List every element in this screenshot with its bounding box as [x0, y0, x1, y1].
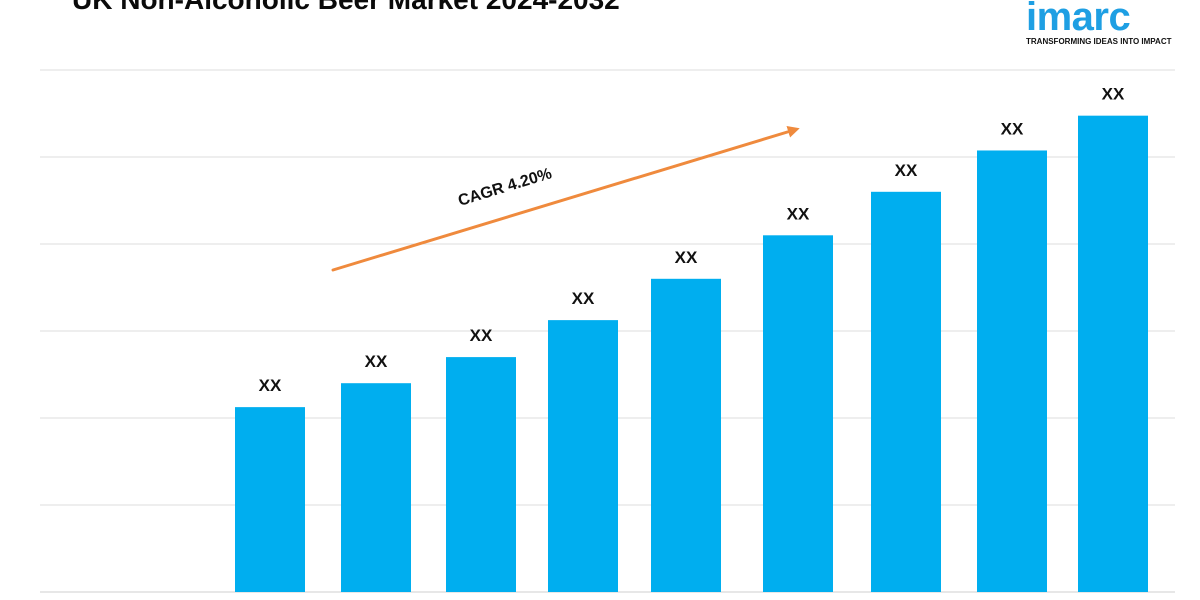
bar-value-label: XX	[259, 376, 282, 395]
bar	[1078, 115, 1148, 593]
logo-tagline: TRANSFORMING IDEAS INTO IMPACT	[1026, 37, 1172, 46]
bar	[548, 320, 618, 592]
bar	[341, 383, 411, 592]
bar	[235, 407, 305, 592]
data-labels: XX XX XX XX XX XX XX XX XX	[259, 85, 1125, 395]
bar-series	[235, 115, 1148, 593]
bar	[651, 278, 721, 592]
bar-value-label: XX	[365, 352, 388, 371]
page-title: UK Non-Alcoholic Beer Market 2024-2032	[72, 0, 620, 17]
bar-value-label: XX	[787, 204, 810, 223]
bar	[977, 150, 1047, 592]
imarc-logo: imarc TRANSFORMING IDEAS INTO IMPACT	[1020, 0, 1190, 52]
bar-value-label: XX	[1102, 85, 1125, 104]
bar-value-label: XX	[1001, 119, 1024, 138]
cagr-label: CAGR 4.20%	[456, 165, 554, 210]
bar-value-label: XX	[470, 326, 493, 345]
cagr-annotation: CAGR 4.20%	[331, 126, 800, 272]
bar	[446, 357, 516, 592]
bar	[871, 191, 941, 593]
bar-value-label: XX	[572, 289, 595, 308]
bar-value-label: XX	[895, 161, 918, 180]
logo-wordmark: imarc	[1026, 0, 1131, 39]
cagr-arrow	[331, 126, 800, 272]
bar-value-label: XX	[675, 248, 698, 267]
bar	[763, 235, 833, 593]
